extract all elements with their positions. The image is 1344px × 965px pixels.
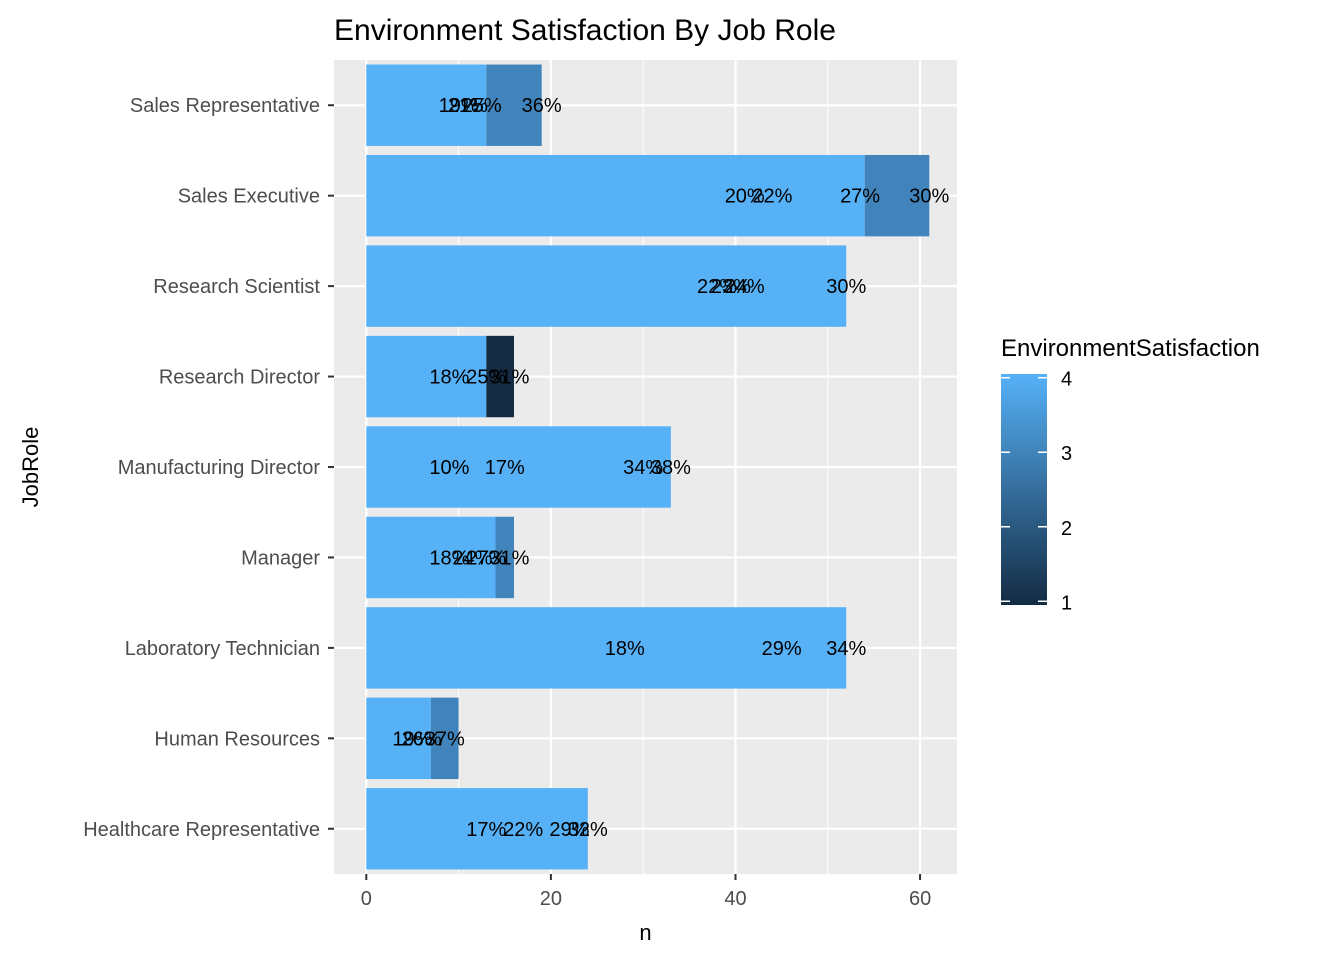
bar-segment: [430, 697, 459, 780]
data-label: 17%: [485, 457, 525, 479]
bar-segment: [366, 154, 865, 237]
data-label: 19%: [439, 95, 479, 117]
bar-segment: [366, 697, 431, 780]
data-label: 18%: [429, 547, 469, 569]
data-label: 32%: [568, 819, 608, 841]
bar-segment: [366, 516, 496, 599]
axes: 0 20 40 60 Healthcare Representative Human Re…: [83, 95, 931, 910]
data-label: 20%: [725, 186, 765, 208]
data-label: 30%: [909, 186, 949, 208]
y-tick-label: Laboratory Technician: [125, 638, 320, 660]
chart-title: Environment Satisfaction By Job Role: [334, 14, 836, 47]
bar-segment: [486, 335, 514, 418]
x-tick-label: 0: [361, 888, 372, 910]
y-tick-label: Research Scientist: [153, 276, 320, 298]
data-label: 22%: [697, 276, 737, 298]
data-label: 24%: [725, 276, 765, 298]
data-label: 29%: [762, 638, 802, 660]
data-label: 27%: [840, 186, 880, 208]
legend-ticks: 4 3 2 1: [1001, 369, 1072, 614]
bar-segment: [366, 64, 487, 146]
y-tick-label: Healthcare Representative: [83, 819, 320, 841]
y-axis-title: JobRole: [18, 427, 43, 508]
bar-segment: [366, 426, 671, 508]
bar-segment: [864, 154, 930, 237]
x-axis-title: n: [639, 920, 651, 945]
data-label: 25%: [466, 367, 506, 389]
data-label: 17%: [466, 819, 506, 841]
data-labels: 19%21%25% 36%20%22% 27% 30%22%23%24% 30%18%2…: [392, 95, 949, 841]
data-label: 37%: [425, 728, 465, 750]
y-tick-label: Sales Representative: [130, 95, 320, 117]
data-label: 22%: [503, 819, 543, 841]
data-label: 23%: [711, 276, 751, 298]
data-label: 21%: [448, 95, 488, 117]
bar-segment: [366, 335, 487, 418]
data-label: 22%: [752, 186, 792, 208]
bar-segment: [366, 607, 847, 689]
bar-segment: [486, 64, 542, 146]
data-label: 31%: [489, 547, 529, 569]
data-label: 31%: [489, 367, 529, 389]
bar-segment: [366, 788, 588, 870]
legend-colorbar: [1001, 374, 1047, 605]
data-label: 27%: [466, 547, 506, 569]
y-tick-label: Research Director: [159, 367, 321, 389]
legend-tick-label: 2: [1061, 518, 1072, 540]
data-label: 18%: [605, 638, 645, 660]
data-label: 18%: [429, 367, 469, 389]
data-label: 34%: [623, 457, 663, 479]
data-label: 36%: [522, 95, 562, 117]
legend-tick-label: 3: [1061, 443, 1072, 465]
x-tick-label: 60: [909, 888, 931, 910]
legend-tick-label: 4: [1061, 369, 1072, 391]
legend: EnvironmentSatisfaction 4 3 2 1: [1001, 335, 1260, 614]
data-label: 25%: [462, 95, 502, 117]
data-label: 29%: [549, 819, 589, 841]
y-tick-label: Manager: [241, 547, 320, 569]
y-tick-label: Human Resources: [154, 728, 320, 750]
data-label: 26%: [402, 728, 442, 750]
legend-title: EnvironmentSatisfaction: [1001, 335, 1260, 362]
legend-tick-label: 1: [1061, 592, 1072, 614]
bars: [366, 64, 930, 870]
bar-segment: [366, 245, 847, 327]
data-label: 19%: [392, 728, 432, 750]
data-label: 10%: [429, 457, 469, 479]
data-label: 38%: [651, 457, 691, 479]
x-tick-label: 40: [724, 888, 746, 910]
x-tick-label: 20: [540, 888, 562, 910]
y-tick-label: Manufacturing Director: [118, 457, 321, 479]
bar-segment: [495, 516, 514, 599]
y-tick-label: Sales Executive: [178, 186, 320, 208]
data-label: 30%: [826, 276, 866, 298]
data-label: 34%: [826, 638, 866, 660]
data-label: 24%: [452, 547, 492, 569]
